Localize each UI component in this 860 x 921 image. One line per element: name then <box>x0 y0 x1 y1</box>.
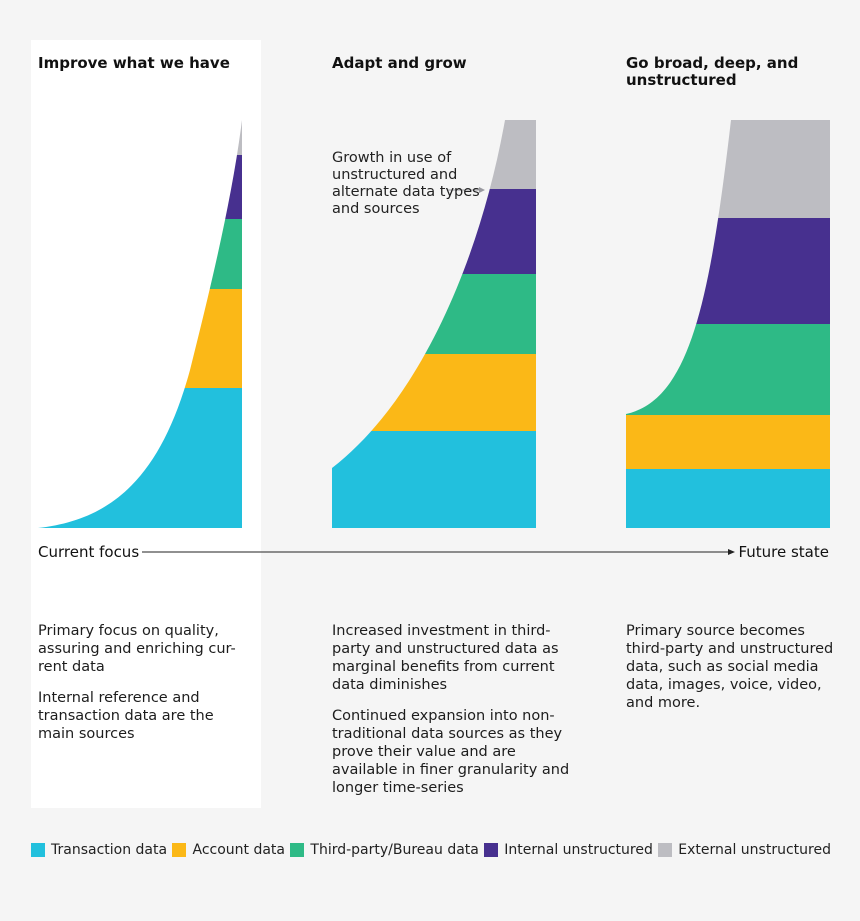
description-paragraph: Increased investment in third-party and … <box>332 623 559 693</box>
legend-item-account: Account data <box>172 842 285 858</box>
column-heading-improve: Improve what we have <box>38 54 230 72</box>
band-external-1 <box>38 120 242 155</box>
legend: Transaction data Account data Third-part… <box>31 842 831 858</box>
legend-swatch <box>290 843 305 857</box>
description-paragraph: Internal reference and transaction data … <box>38 690 214 742</box>
axis-arrow-head <box>728 549 735 555</box>
legend-label: Third-party/Bureau data <box>310 842 479 858</box>
column-description-broad: Primary source becomes third-party and u… <box>626 622 836 725</box>
band-internal-3 <box>626 218 830 324</box>
legend-item-third-party: Third-party/Bureau data <box>290 842 479 858</box>
legend-swatch <box>484 843 499 857</box>
band-third-party-1 <box>38 219 242 289</box>
column-description-improve: Primary focus on quality, assuring and e… <box>38 622 253 756</box>
annotation-pointer-head <box>479 187 485 193</box>
legend-label: Transaction data <box>51 842 168 858</box>
column-heading-broad: Go broad, deep, and unstructured <box>626 54 799 89</box>
stack-broad <box>626 120 830 528</box>
legend-item-internal: Internal unstructured <box>484 842 653 858</box>
description-paragraph: Primary source becomes third-party and u… <box>626 623 834 711</box>
legend-label: Account data <box>192 842 285 858</box>
stack-improve <box>38 120 242 528</box>
legend-swatch <box>172 843 187 857</box>
band-transaction-3 <box>626 469 830 528</box>
legend-item-transaction: Transaction data <box>31 842 167 858</box>
band-third-party-3 <box>626 324 830 415</box>
description-paragraph: Continued expansion into non-traditional… <box>332 708 570 796</box>
band-transaction-1 <box>38 388 242 528</box>
band-account-1 <box>38 289 242 388</box>
column-heading-adapt: Adapt and grow <box>332 54 467 72</box>
axis-label-future-state: Future state <box>738 543 829 561</box>
band-third-party-2 <box>332 274 536 354</box>
legend-item-external: External unstructured <box>658 842 831 858</box>
legend-label: Internal unstructured <box>504 842 653 858</box>
band-account-3 <box>626 415 830 469</box>
legend-swatch <box>658 843 673 857</box>
legend-swatch <box>31 843 45 857</box>
legend-label: External unstructured <box>678 842 831 858</box>
growth-annotation: Growth in use of unstructured and altern… <box>332 150 480 217</box>
band-transaction-2 <box>332 431 536 528</box>
band-external-3 <box>626 120 830 218</box>
band-internal-1 <box>38 155 242 219</box>
axis-label-current-focus: Current focus <box>38 543 140 561</box>
band-account-2 <box>332 354 536 431</box>
description-paragraph: Primary focus on quality, assuring and e… <box>38 623 236 675</box>
column-description-adapt: Increased investment in third-party and … <box>332 622 582 810</box>
